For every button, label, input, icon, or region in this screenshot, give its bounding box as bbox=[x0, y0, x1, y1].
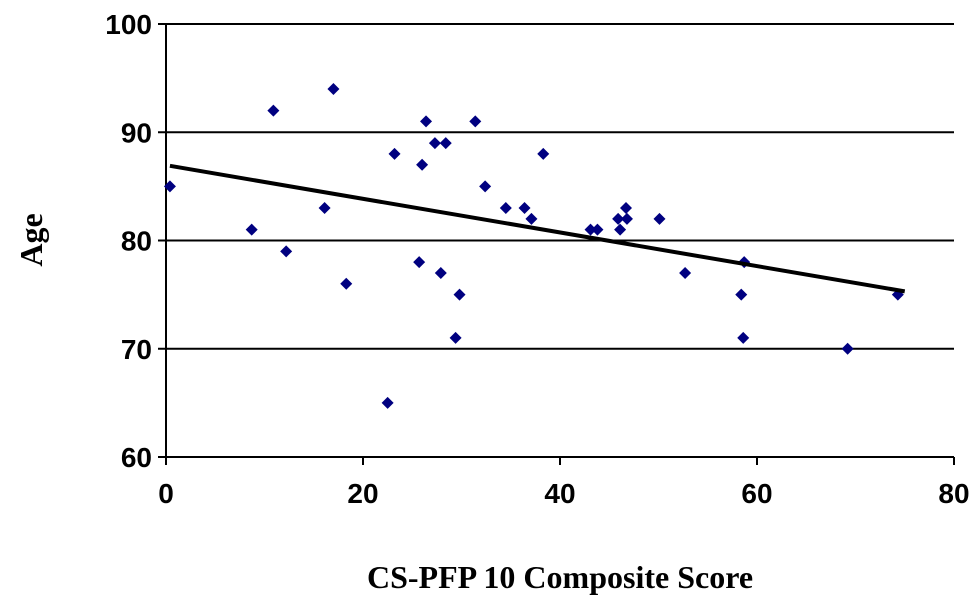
point bbox=[413, 256, 426, 269]
point bbox=[735, 288, 748, 301]
y-axis-title: Age bbox=[13, 213, 49, 266]
point bbox=[340, 277, 353, 290]
point bbox=[469, 115, 482, 128]
point bbox=[420, 115, 433, 128]
point bbox=[163, 180, 176, 193]
point bbox=[388, 147, 401, 160]
point bbox=[453, 288, 466, 301]
point bbox=[327, 82, 340, 95]
y-tick-label: 70 bbox=[121, 334, 152, 365]
point bbox=[525, 212, 538, 225]
point bbox=[280, 245, 293, 258]
point bbox=[841, 342, 854, 355]
point bbox=[679, 266, 692, 279]
y-tick-label: 80 bbox=[121, 226, 152, 257]
point bbox=[737, 331, 750, 344]
point bbox=[653, 212, 666, 225]
x-tick-label: 40 bbox=[544, 478, 575, 509]
y-tick-label: 60 bbox=[121, 442, 152, 473]
point bbox=[416, 158, 429, 171]
x-axis-title: CS-PFP 10 Composite Score bbox=[367, 559, 753, 595]
x-tick-label: 80 bbox=[938, 478, 969, 509]
y-tick-label: 90 bbox=[121, 117, 152, 148]
point bbox=[267, 104, 280, 117]
trend-line bbox=[169, 163, 906, 294]
point bbox=[614, 223, 627, 236]
point bbox=[479, 180, 492, 193]
point bbox=[537, 147, 550, 160]
point bbox=[612, 212, 625, 225]
x-tick-label: 60 bbox=[741, 478, 772, 509]
point bbox=[381, 396, 394, 409]
point bbox=[428, 137, 441, 150]
x-tick-label: 20 bbox=[347, 478, 378, 509]
point bbox=[620, 212, 633, 225]
point bbox=[518, 202, 531, 215]
point bbox=[584, 223, 597, 236]
x-tick-label: 0 bbox=[158, 478, 174, 509]
point bbox=[318, 202, 331, 215]
y-tick-label: 100 bbox=[105, 9, 152, 40]
point bbox=[439, 137, 452, 150]
point bbox=[499, 202, 512, 215]
point bbox=[434, 266, 447, 279]
point bbox=[245, 223, 258, 236]
point bbox=[449, 331, 462, 344]
point bbox=[591, 223, 604, 236]
point bbox=[619, 202, 632, 215]
